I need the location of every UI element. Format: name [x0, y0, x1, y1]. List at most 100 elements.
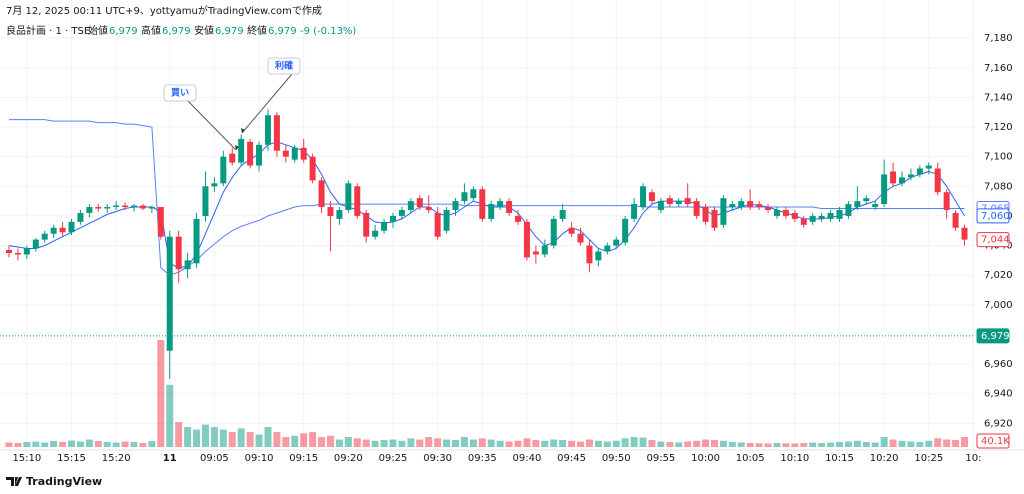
legend-key: 始値: [88, 24, 108, 37]
candle-body: [666, 198, 673, 205]
candle-body: [702, 207, 709, 222]
x-tick-label: 10:: [965, 453, 981, 464]
candle-body: [631, 204, 638, 219]
candle-body: [443, 210, 450, 231]
volume-bar: [309, 432, 317, 447]
volume-bar: [559, 440, 567, 447]
candle-body: [309, 156, 316, 181]
candle-body: [157, 207, 164, 237]
price-axis: [975, 0, 1024, 450]
x-tick-label: 09:50: [602, 453, 631, 464]
volume-bar: [585, 439, 593, 447]
candle-body: [738, 201, 745, 208]
annotation-arrowhead: [235, 145, 239, 150]
candle-body: [389, 215, 396, 222]
volume-bar: [782, 443, 790, 447]
legend-symbol: 良品計画 · 1 · TSE: [6, 24, 90, 37]
candle-body: [943, 192, 950, 210]
volume-bar: [487, 439, 495, 447]
volume-bar: [237, 428, 245, 447]
volume-bar: [121, 441, 129, 447]
x-tick-label: 09:40: [513, 453, 542, 464]
candle-body: [220, 156, 227, 184]
candle-body: [273, 115, 280, 151]
x-tick-label: 09:30: [423, 453, 452, 464]
candle-body: [336, 210, 343, 219]
candle-body: [479, 189, 486, 219]
volume-bar: [478, 438, 486, 447]
volume-bar: [14, 443, 22, 447]
volume-bar: [469, 439, 477, 447]
legend-value: 6,979: [109, 26, 138, 37]
candle-body: [541, 245, 548, 255]
volume-bar: [193, 429, 201, 447]
volume-bar: [532, 440, 540, 447]
volume-bar: [630, 437, 638, 447]
brand-name: TradingView: [26, 475, 102, 488]
volume-bar: [362, 439, 370, 447]
candle-body: [818, 215, 825, 219]
candle-body: [622, 218, 629, 243]
volume-bar: [603, 441, 611, 447]
x-tick-label: 10:10: [780, 453, 809, 464]
volume-bar: [380, 440, 388, 447]
candle-body: [372, 230, 379, 237]
candle-body: [782, 210, 789, 216]
candle-body: [139, 205, 146, 209]
volume-bar: [853, 440, 861, 447]
candle-body: [872, 204, 879, 208]
annotation-arrowhead: [241, 128, 245, 133]
candle-body: [86, 207, 93, 213]
candle-body: [32, 239, 39, 249]
y-tick-label: 7,080: [984, 181, 1013, 192]
volume-bar: [139, 443, 147, 447]
volume-bar: [68, 440, 76, 447]
volume-bar: [85, 439, 93, 447]
candle-body: [604, 245, 611, 252]
volume-bar: [898, 440, 906, 447]
volume-bar: [702, 439, 710, 447]
candle-body: [854, 201, 861, 208]
volume-bar: [326, 435, 334, 447]
x-tick-label: 11: [163, 453, 177, 464]
brand-logo: TradingView: [6, 475, 102, 488]
volume-bar: [541, 440, 549, 447]
volume-bar: [23, 442, 31, 447]
volume-bar: [318, 437, 326, 447]
candle-body: [747, 201, 754, 208]
candle-body: [765, 207, 772, 210]
volume-bar: [416, 439, 424, 447]
candle-body: [452, 201, 459, 210]
candle-body: [881, 174, 888, 205]
candle-body: [14, 252, 21, 255]
volume-bar: [791, 443, 799, 447]
candle-body: [836, 210, 843, 219]
volume-bar: [246, 432, 254, 447]
volume-bar: [201, 424, 209, 447]
x-tick-label: 09:10: [245, 453, 274, 464]
volume-bar: [835, 442, 843, 447]
candle-body: [791, 212, 798, 219]
candle-body: [827, 212, 834, 219]
volume-bar: [764, 443, 772, 447]
y-tick-label: 7,180: [984, 33, 1013, 44]
candle-body: [148, 207, 155, 209]
volume-bar: [550, 439, 558, 447]
candle-body: [6, 250, 12, 253]
volume-bar: [50, 441, 58, 447]
volume-label: 40.1K: [981, 436, 1010, 447]
volume-bar: [5, 442, 13, 447]
candle-body: [613, 239, 620, 246]
chart-title: 7月 12, 2025 00:11 UTC+9、yottyamuがTrading…: [6, 4, 322, 17]
candle-body: [845, 204, 852, 216]
volume-bar: [639, 437, 647, 447]
volume-bar: [344, 437, 352, 447]
legend-key: 高値: [141, 24, 161, 37]
candle-body: [640, 186, 647, 208]
x-tick-label: 10:20: [870, 453, 899, 464]
candle-body: [425, 207, 432, 210]
candle-body: [345, 183, 352, 210]
volume-bar: [746, 443, 754, 447]
volume-bar: [907, 441, 915, 447]
